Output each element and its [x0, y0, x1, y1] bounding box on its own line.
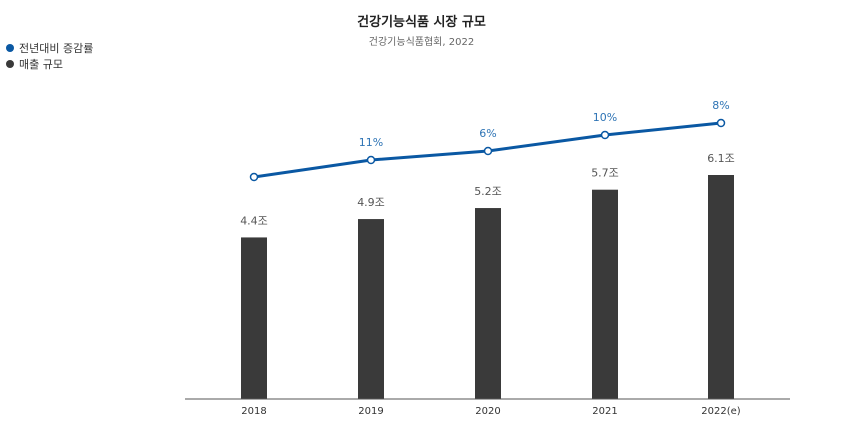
x-tick-label: 2021 — [592, 406, 617, 417]
sales-bar-label: 5.7조 — [591, 167, 619, 180]
sales-bar — [708, 175, 734, 399]
sales-bar-label: 5.2조 — [474, 185, 502, 198]
sales-bar-label: 4.4조 — [240, 214, 268, 227]
sales-bar — [241, 237, 267, 399]
x-tick-label: 2020 — [475, 406, 500, 417]
chart-title: 건강기능식품 시장 규모 — [357, 15, 486, 30]
x-tick-label: 2022(e) — [701, 406, 741, 417]
legend-label-growth-rate: 전년대비 증감률 — [19, 42, 94, 55]
sales-bar-label: 6.1조 — [707, 152, 735, 165]
growth-rate-point — [366, 155, 376, 165]
sales-bar — [475, 208, 501, 399]
growth-rate-label: 11% — [359, 136, 383, 149]
legend-swatch-sales — [6, 60, 14, 68]
growth-rate-label: 8% — [712, 99, 729, 112]
x-tick-label: 2018 — [241, 406, 266, 417]
growth-rate-point — [600, 130, 610, 140]
growth-rate-point — [483, 146, 493, 156]
growth-rate-label: 10% — [593, 111, 617, 124]
sales-bar-label: 4.9조 — [357, 196, 385, 209]
growth-rate-label: 6% — [479, 127, 496, 140]
legend-label-sales: 매출 규모 — [19, 58, 63, 71]
growth-rate-point — [716, 118, 726, 128]
chart-subtitle: 건강기능식품협회, 2022 — [368, 37, 475, 48]
legend: 전년대비 증감률 매출 규모 — [6, 40, 93, 72]
legend-swatch-growth-rate — [6, 44, 14, 52]
sales-bar — [358, 219, 384, 399]
x-tick-label: 2019 — [358, 406, 383, 417]
sales-bar — [592, 189, 618, 399]
legend-item-growth-rate: 전년대비 증감률 — [6, 40, 93, 56]
legend-item-sales: 매출 규모 — [6, 56, 93, 72]
growth-rate-point — [249, 172, 259, 182]
